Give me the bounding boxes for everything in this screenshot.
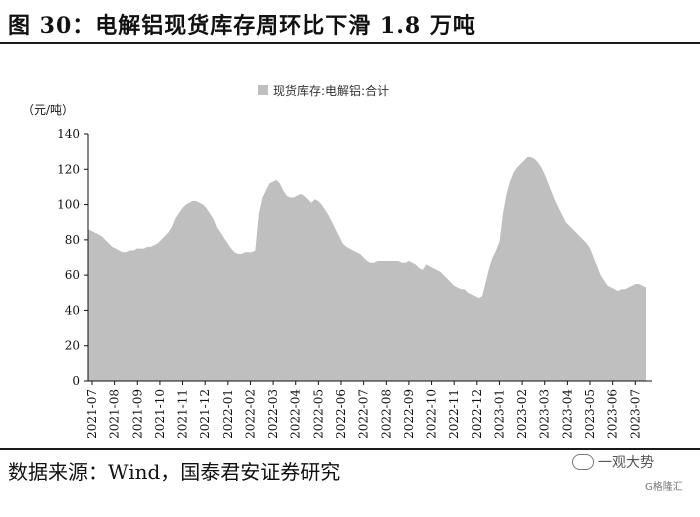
legend-swatch xyxy=(258,85,268,95)
y-axis-unit: （元/吨） xyxy=(22,103,74,117)
watermark-text: 一观大势 xyxy=(598,455,654,471)
watermark: 一观大势 xyxy=(572,452,654,472)
wechat-icon xyxy=(572,454,594,470)
x-tick-label: 2022-10 xyxy=(425,389,439,439)
y-tick-label: 140 xyxy=(57,127,80,141)
x-tick-label: 2023-07 xyxy=(628,389,642,439)
x-tick-label: 2022-04 xyxy=(289,389,303,439)
y-tick-label: 0 xyxy=(72,374,80,388)
x-tick-label: 2022-11 xyxy=(447,389,461,439)
x-tick-label: 2023-02 xyxy=(515,389,529,439)
x-tick-label: 2022-08 xyxy=(379,389,393,439)
inventory-area-chart: 现货库存:电解铝:合计 （元/吨） 0 20 40 60 80 100 120 140 2021… xyxy=(22,83,652,439)
title-divider xyxy=(0,42,700,44)
x-tick-label: 2023-04 xyxy=(560,389,574,439)
x-tick-label: 2022-05 xyxy=(311,389,325,439)
y-tick-label: 60 xyxy=(65,268,80,282)
x-tick-label: 2021-11 xyxy=(176,389,190,439)
x-tick-label: 2023-06 xyxy=(606,389,620,439)
y-tick-label: 120 xyxy=(57,162,80,176)
inventory-area xyxy=(88,156,646,381)
x-tick-label: 2021-08 xyxy=(108,389,122,439)
y-tick-label: 20 xyxy=(65,339,80,353)
watermark-sub: G格隆汇 xyxy=(645,482,683,493)
y-tick-label: 100 xyxy=(57,198,80,212)
x-tick-label: 2023-05 xyxy=(583,389,597,439)
source-divider xyxy=(0,448,700,450)
x-tick-label: 2021-09 xyxy=(130,389,144,439)
x-tick-label: 2021-07 xyxy=(85,389,99,439)
source-note: 数据来源：Wind，国泰君安证券研究 xyxy=(8,460,341,484)
x-tick-label: 2022-06 xyxy=(334,389,348,439)
y-tick-label: 40 xyxy=(65,303,80,317)
x-tick-label: 2021-12 xyxy=(198,389,212,439)
x-tick-label: 2022-02 xyxy=(243,389,257,439)
plot-area: 0 20 40 60 80 100 120 140 2021-07 2021-08 2021-09 2… xyxy=(57,127,652,439)
x-tick-label: 2022-01 xyxy=(221,389,235,439)
legend-label: 现货库存:电解铝:合计 xyxy=(273,83,389,98)
x-tick-label: 2022-07 xyxy=(357,389,371,439)
x-tick-label: 2022-03 xyxy=(266,389,280,439)
x-tick-label: 2022-12 xyxy=(470,389,484,439)
x-tick-label: 2022-09 xyxy=(402,389,416,439)
y-tick-label: 80 xyxy=(65,233,80,247)
x-tick-label: 2023-03 xyxy=(538,389,552,439)
x-tick-label: 2021-10 xyxy=(153,389,167,439)
figure-title: 图 30：电解铝现货库存周环比下滑 1.8 万吨 xyxy=(8,13,476,39)
x-tick-label: 2023-01 xyxy=(492,389,506,439)
